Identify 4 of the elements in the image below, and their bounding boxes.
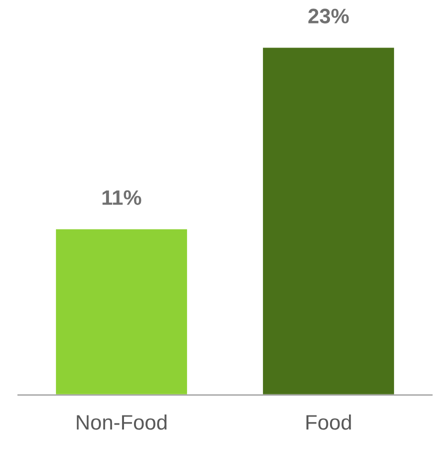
data-label: 23% <box>308 8 349 24</box>
x-tick-label: Food <box>306 414 351 430</box>
x-tick-label: Non-Food <box>76 414 166 430</box>
data-label: 11% <box>102 190 142 205</box>
